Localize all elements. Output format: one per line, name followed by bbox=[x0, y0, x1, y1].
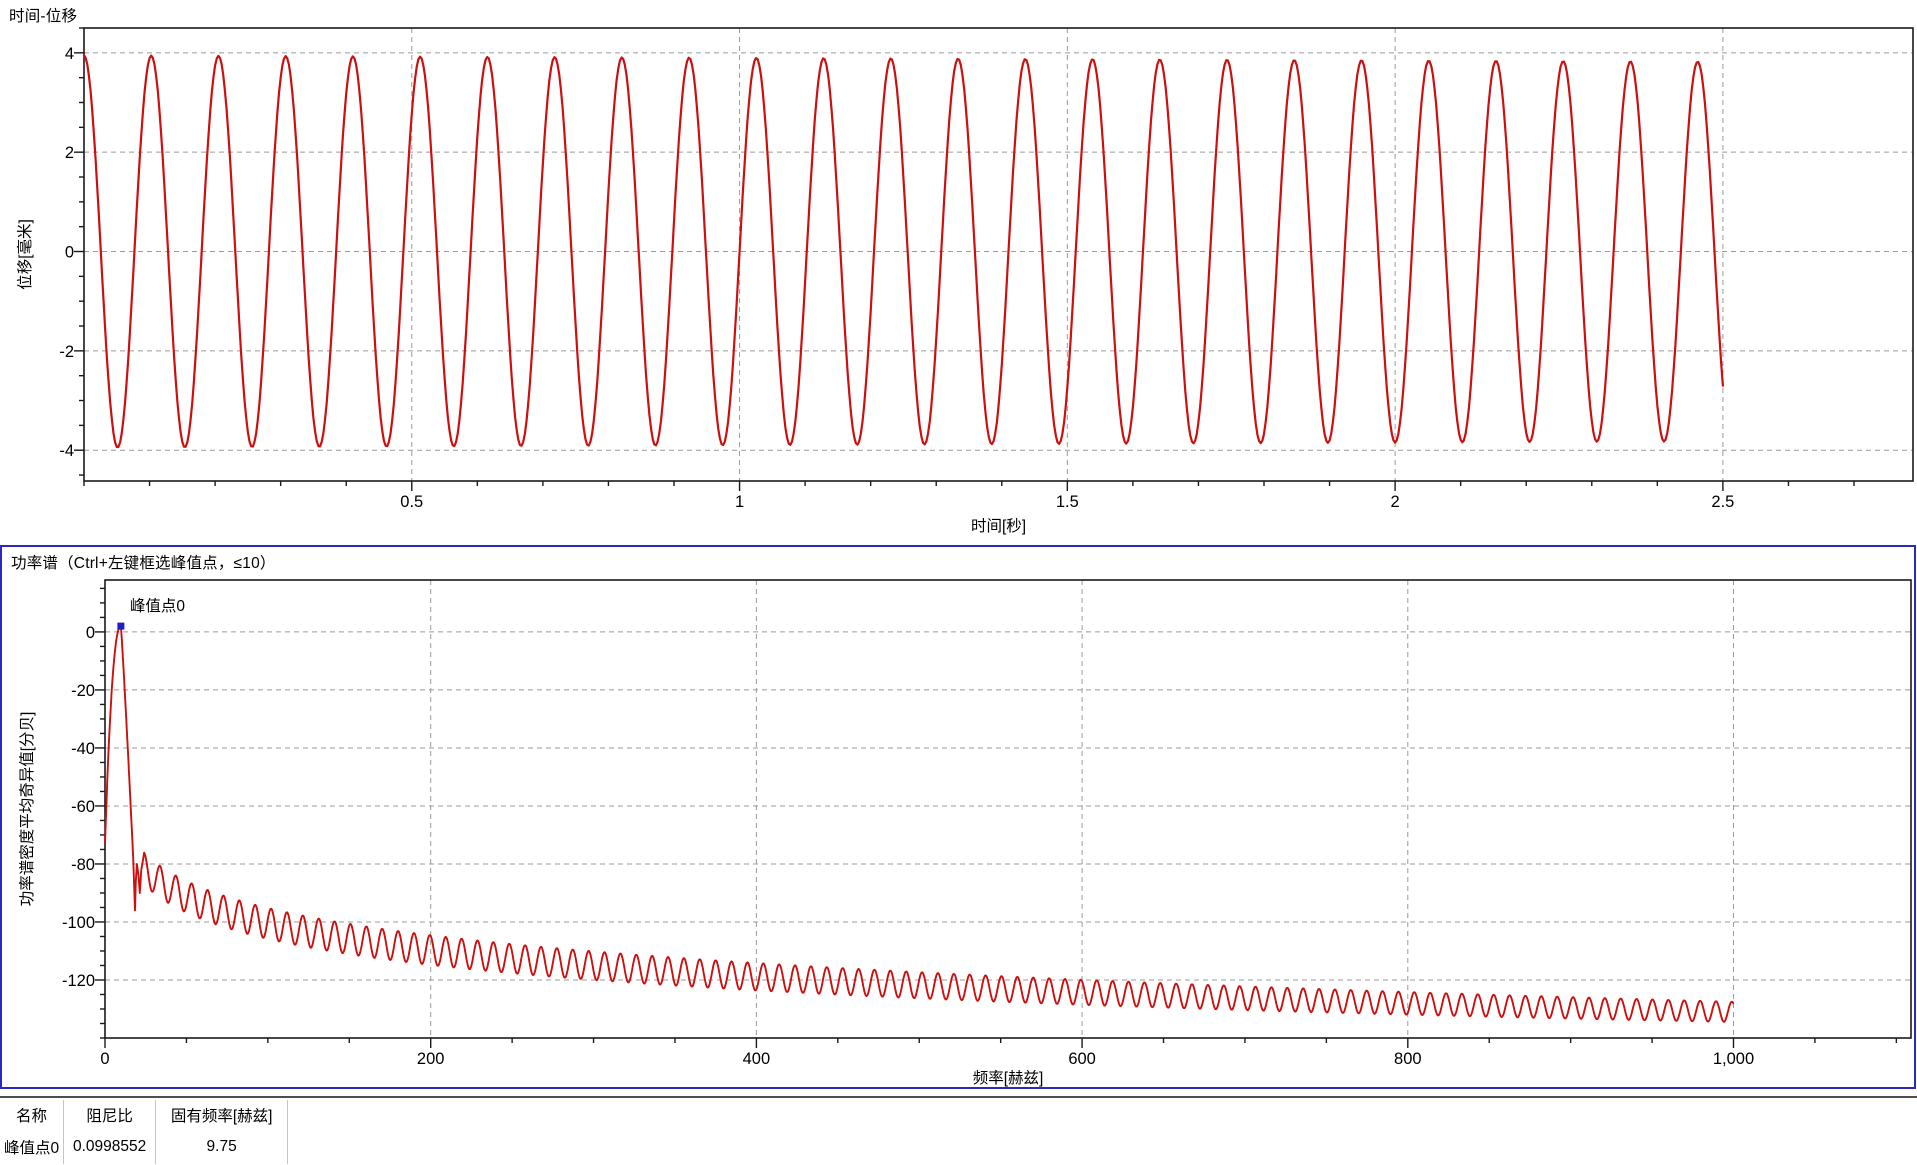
plot-frame bbox=[104, 579, 1912, 1039]
table-header-row: 名称 阻尼比 固有频率[赫兹] bbox=[0, 1100, 289, 1130]
power-spectrum-panel: 功率谱（Ctrl+左键框选峰值点，≤10） 0 200 400 600 800 1,000… bbox=[0, 545, 1917, 1090]
displacement-series-line[interactable] bbox=[82, 54, 1724, 449]
svg-text:0: 0 bbox=[86, 624, 95, 642]
table-row-peak0[interactable]: 峰值点0 0.0998552 9.75 bbox=[0, 1130, 289, 1164]
col-header-damping-ratio: 阻尼比 bbox=[63, 1100, 157, 1130]
svg-text:-4: -4 bbox=[59, 442, 74, 460]
y-axis-label: 位移[毫米] bbox=[15, 219, 34, 290]
svg-text:400: 400 bbox=[743, 1050, 771, 1068]
tick-labels: 0.5 1 1.5 2 2.5 4 2 0 -2 -4 bbox=[59, 45, 1734, 511]
axis-ticks bbox=[74, 27, 1855, 491]
svg-text:600: 600 bbox=[1068, 1050, 1096, 1068]
x-axis-label: 频率[赫兹] bbox=[973, 1069, 1044, 1087]
svg-text:-2: -2 bbox=[59, 343, 74, 361]
svg-text:0: 0 bbox=[65, 244, 74, 262]
svg-text:-40: -40 bbox=[71, 740, 95, 758]
damping-ratio-cell: 0.0998552 bbox=[63, 1130, 157, 1164]
svg-text:1.5: 1.5 bbox=[1056, 493, 1079, 511]
svg-text:800: 800 bbox=[1394, 1050, 1422, 1068]
svg-text:-60: -60 bbox=[71, 798, 95, 816]
svg-text:2.5: 2.5 bbox=[1711, 493, 1734, 511]
spectrum-chart-title: 功率谱（Ctrl+左键框选峰值点，≤10） bbox=[11, 555, 276, 572]
time-chart-title: 时间-位移 bbox=[9, 8, 78, 25]
time-displacement-chart[interactable]: 0.5 1 1.5 2 2.5 4 2 0 -2 -4 时间[秒] 位移[毫米] bbox=[0, 0, 1917, 543]
axis-titles: 频率[赫兹] 功率谱密度平均奇异值[分贝] bbox=[18, 712, 1043, 1087]
svg-text:200: 200 bbox=[417, 1050, 445, 1068]
svg-text:0.5: 0.5 bbox=[400, 493, 423, 511]
axis-ticks bbox=[95, 587, 1898, 1048]
svg-text:-20: -20 bbox=[71, 682, 95, 700]
plot-frame bbox=[83, 27, 1914, 482]
svg-text:2: 2 bbox=[65, 144, 74, 162]
col-header-natural-frequency: 固有频率[赫兹] bbox=[155, 1100, 289, 1130]
svg-text:-80: -80 bbox=[71, 856, 95, 874]
svg-text:0: 0 bbox=[100, 1050, 109, 1068]
tick-labels: 0 200 400 600 800 1,000 0 -20 -40 -60 -80 -100 -120 bbox=[62, 624, 1754, 1068]
y-axis-label: 功率谱密度平均奇异值[分贝] bbox=[18, 712, 36, 907]
peak-name-cell: 峰值点0 bbox=[0, 1130, 65, 1164]
svg-text:-100: -100 bbox=[62, 914, 95, 932]
natural-frequency-cell: 9.75 bbox=[155, 1130, 289, 1164]
x-axis-label: 时间[秒] bbox=[971, 517, 1026, 535]
svg-text:2: 2 bbox=[1391, 493, 1400, 511]
time-displacement-panel: 时间-位移 0.5 1 1.5 2 2.5 4 2 0 -2 -4 时间[秒] 位移[毫米] bbox=[0, 0, 1917, 543]
table-divider bbox=[0, 1096, 1917, 1098]
gridlines bbox=[105, 580, 1911, 1038]
axis-titles: 时间[秒] 位移[毫米] bbox=[15, 219, 1026, 535]
power-spectrum-chart[interactable]: 0 200 400 600 800 1,0000-20-40-60-80-100-120频… bbox=[0, 545, 1917, 1090]
svg-text:1,000: 1,000 bbox=[1713, 1050, 1754, 1068]
peak-marker[interactable] bbox=[117, 622, 125, 630]
peak-label: 峰值点0 bbox=[130, 597, 186, 615]
col-header-name: 名称 bbox=[0, 1100, 65, 1130]
spectrum-series-line[interactable] bbox=[104, 625, 1735, 1023]
svg-text:1: 1 bbox=[735, 493, 744, 511]
spectrum-panel-border bbox=[0, 545, 1916, 1089]
svg-text:4: 4 bbox=[65, 45, 74, 63]
modal-results-table: 名称 阻尼比 固有频率[赫兹] 峰值点0 0.0998552 9.75 bbox=[0, 1100, 289, 1164]
svg-text:-120: -120 bbox=[62, 972, 95, 990]
